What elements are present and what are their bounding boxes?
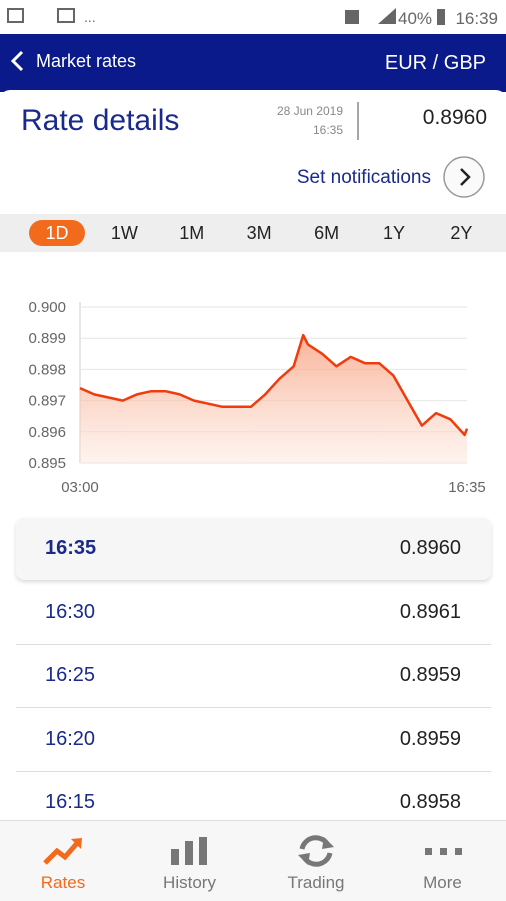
nav-icon (424, 848, 462, 855)
nav-tab[interactable]: Trading (253, 821, 379, 901)
nav-label: Trading (287, 873, 345, 892)
current-rate: 0.8960 (423, 106, 487, 129)
icon: ... (84, 9, 96, 25)
period-tab[interactable]: 1D (29, 220, 85, 246)
row-rate: 0.8961 (399, 600, 461, 623)
row-time: 16:25 (45, 664, 96, 686)
nav-label: More (423, 873, 462, 892)
rate-row[interactable]: 16:35 0.8960 (16, 518, 491, 580)
x-tick-label: 03:00 (61, 479, 99, 496)
row-time: 16:35 (45, 537, 97, 559)
rate-line (79, 333, 469, 437)
nav-icon (170, 837, 207, 865)
back-link[interactable]: Market rates (36, 51, 136, 71)
row-rate: 0.8958 (399, 791, 461, 813)
clock: 16:39 (455, 9, 498, 28)
icon (57, 8, 75, 23)
rate-summary: Rate details 28 Jun 2019 16:35 0.8960 Se… (21, 102, 487, 198)
status-bar: ... 40% 16:39 (0, 0, 506, 34)
period-tab[interactable]: 1Y (382, 223, 406, 243)
row-rate: 0.8960 (399, 537, 461, 559)
rate-row[interactable]: 16:25 0.8959 (16, 645, 491, 708)
row-time: 16:20 (45, 727, 96, 750)
period-tab[interactable]: 1W (110, 223, 138, 243)
icon (7, 8, 24, 23)
chevron (460, 168, 471, 186)
chart: 0.895 0.896 0.897 0.898 0.899 0.900 03:00 16:35 (28, 299, 486, 496)
period-tab[interactable]: 3M (246, 223, 272, 243)
period-tab[interactable]: 6M (314, 223, 340, 243)
period-tab[interactable]: 2Y (450, 223, 473, 243)
y-tick-label: 0.899 (28, 330, 66, 347)
nav-tab[interactable]: More (380, 821, 506, 901)
back-icon[interactable] (10, 50, 24, 72)
icon (437, 9, 445, 25)
currency-pair: EUR / GBP (385, 52, 486, 74)
rate-date: 28 Jun 2019 (277, 104, 343, 118)
nav-icon (43, 838, 82, 865)
nav-tab[interactable]: History (127, 821, 253, 901)
period-tab[interactable]: 1M (179, 223, 205, 243)
nav-label: Rates (40, 873, 86, 892)
y-tick-label: 0.897 (28, 393, 66, 410)
period-selector: 1D 1W 1M 3M 6M 1Y 2Y (0, 214, 506, 252)
bottom-nav: Rates History Trading More (0, 820, 506, 901)
nav-icon (298, 835, 334, 867)
icon (345, 10, 359, 24)
row-time: 16:15 (45, 791, 96, 813)
nav-label: History (163, 873, 216, 892)
notifications-button[interactable] (443, 156, 485, 198)
y-tick-label: 0.895 (28, 455, 66, 472)
area (80, 335, 467, 463)
page-title: Rate details (21, 104, 179, 137)
battery-level: 40% (398, 9, 432, 28)
y-tick-label: 0.900 (28, 299, 66, 316)
header-bar: Market rates EUR / GBP (10, 50, 486, 74)
status-icons: ... 40% 16:39 (7, 8, 498, 28)
rate-card: Rate details 28 Jun 2019 16:35 0.8960 Se… (0, 90, 506, 214)
y-tick-label: 0.898 (28, 361, 66, 378)
nav-tab[interactable]: Rates (0, 821, 126, 901)
x-tick-label: 16:35 (448, 479, 486, 496)
row-rate: 0.8959 (399, 727, 461, 750)
rate-time: 16:35 (313, 123, 343, 137)
icon (378, 8, 396, 24)
y-tick-label: 0.896 (28, 424, 66, 441)
rate-row[interactable]: 16:30 0.8961 (16, 582, 491, 645)
notifications-link[interactable]: Set notifications (297, 167, 431, 188)
row-time: 16:30 (45, 600, 96, 623)
header: Market rates EUR / GBP (0, 34, 506, 92)
row-rate: 0.8959 (399, 664, 461, 686)
rate-row[interactable]: 16:20 0.8959 (16, 709, 491, 772)
